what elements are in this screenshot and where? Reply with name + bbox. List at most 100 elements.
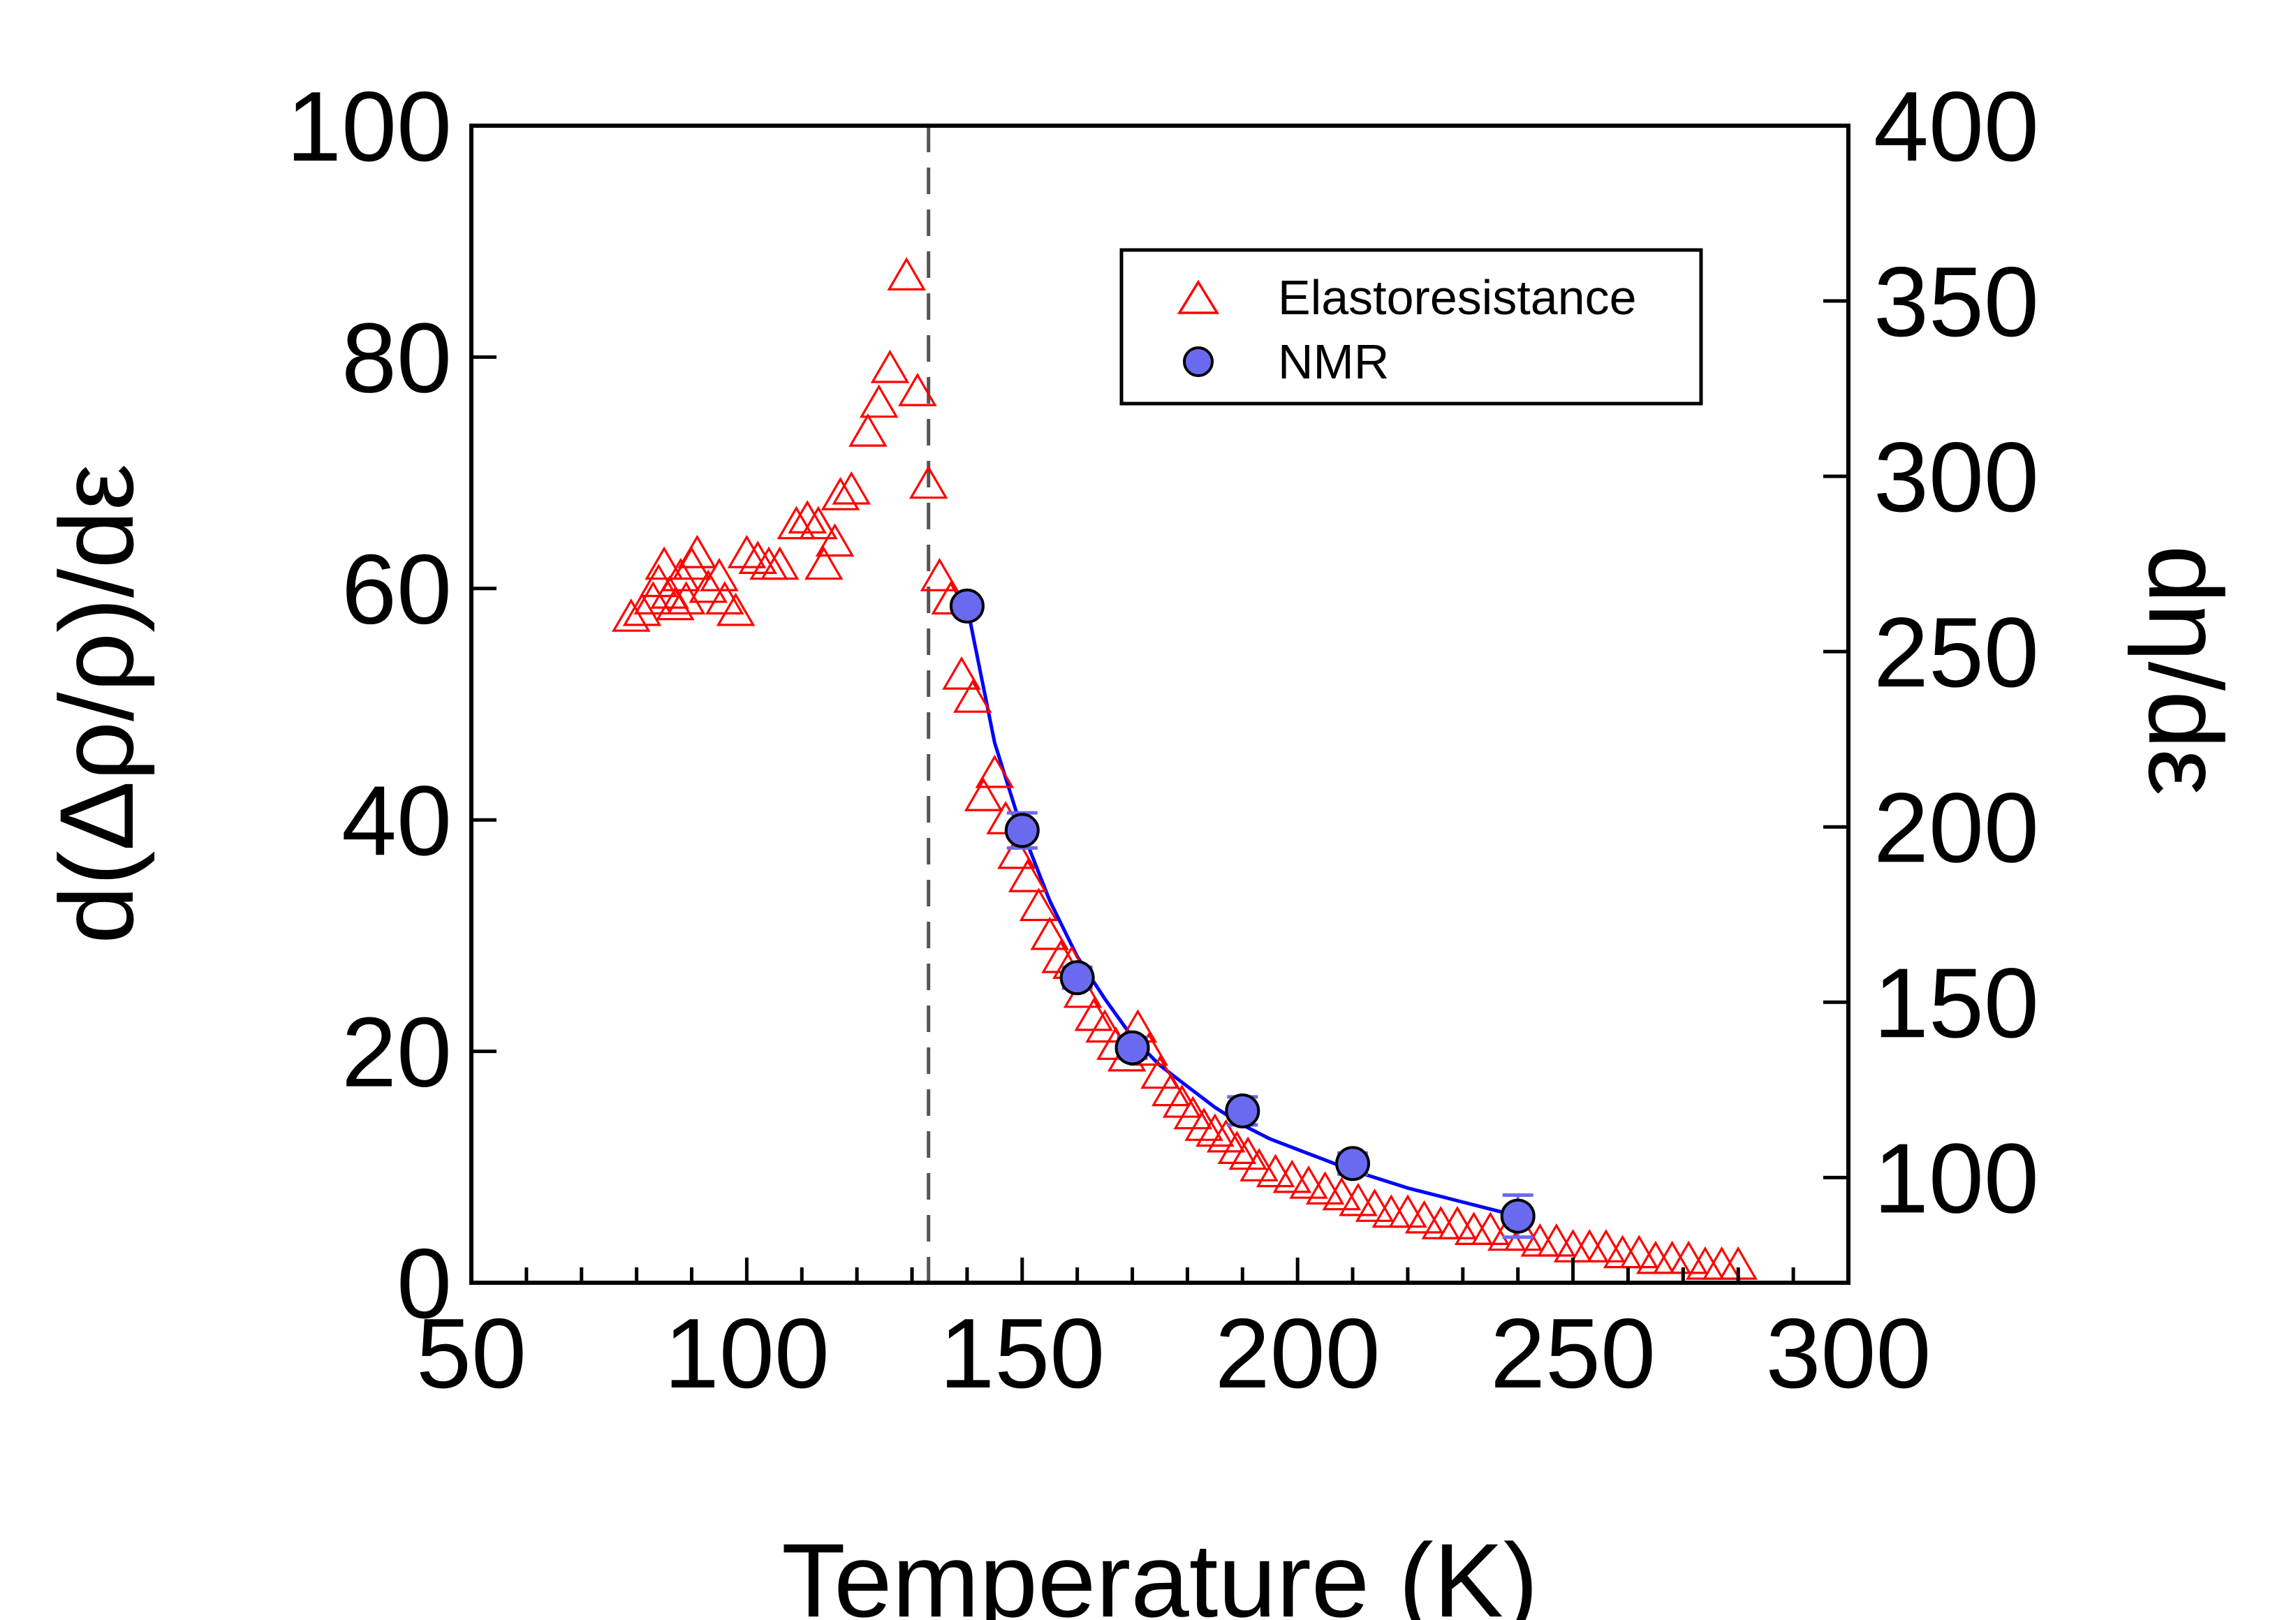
elastoresistance-point [1030,916,1069,950]
elastoresistance-point [1008,858,1047,892]
elastoresistance-point [666,581,706,615]
ticks-layer [469,124,1850,1285]
elastoresistance-point [777,506,816,540]
elastoresistance-series [612,257,1758,1280]
x-tick-label: 100 [664,1298,830,1409]
x-axis-title: Temperature (K) [781,1522,1538,1620]
elastoresistance-point [804,546,844,580]
x-tick-label: 50 [416,1298,527,1409]
elastoresistance-point [1339,1182,1378,1216]
elastoresistance-point [677,534,717,568]
elastoresistance-point [1305,1171,1345,1205]
plot-area-group [469,124,1850,1285]
elastoresistance-point [1702,1246,1742,1280]
elastoresistance-point [1140,1055,1179,1089]
elastoresistance-point [832,471,871,505]
y-axis-right-title: dη/dε [2127,545,2244,796]
y-left-tick-label: 100 [286,71,452,182]
nmr-point [1500,1198,1536,1234]
elastoresistance-point [727,534,767,568]
elastoresistance-point [997,835,1036,869]
y-left-tick-label: 80 [341,302,452,413]
elastoresistance-point [689,569,728,603]
elastoresistance-point [1184,1107,1223,1141]
elastoresistance-point [1041,939,1080,973]
elastoresistance-point [1570,1229,1610,1262]
elastoresistance-point [1454,1212,1494,1246]
elastoresistance-point [1239,1148,1279,1181]
elastoresistance-point [700,558,739,591]
elastoresistance-point [1272,1159,1312,1193]
y-left-tick-label: 20 [341,997,452,1108]
nmr-series [949,588,1536,1239]
legend-label-elastoresistance: Elastoresistance [1278,270,1637,325]
elastoresistance-point [859,384,899,418]
elastoresistance-point [1537,1223,1576,1257]
y-left-tick-label: 40 [341,765,452,876]
elastoresistance-point [788,500,827,534]
elastoresistance-point [1355,1188,1394,1222]
tick-labels-layer: 50 100 150 200 250 300 0 20 40 60 80 100 100 150 200 25… [286,71,2039,1409]
elastoresistance-point [964,777,1003,811]
elastoresistance-point [1404,1200,1444,1234]
elastoresistance-point [1322,1177,1362,1211]
legend-label-nmr: NMR [1278,334,1389,389]
elastoresistance-point [1371,1194,1411,1228]
elastoresistance-point [1256,1154,1295,1188]
y-right-tick-label: 300 [1874,422,2039,533]
elastoresistance-point [1669,1240,1708,1274]
y-left-tick-label: 60 [341,534,452,645]
elastoresistance-point [633,581,673,615]
elastoresistance-point [975,754,1015,788]
elastoresistance-point [1195,1113,1235,1147]
x-tick-label: 200 [1215,1298,1381,1409]
nmr-point [1225,1093,1260,1128]
plot-frame [469,124,1850,1285]
elastoresistance-point [656,587,695,621]
legend-box [1119,248,1703,406]
fit-layer [965,605,1519,1218]
elastoresistance-point [870,349,910,383]
x-tick-label: 300 [1766,1298,1931,1409]
elastoresistance-point [799,506,838,540]
legend-circle-marker [1183,346,1214,377]
x-tick-label: 150 [939,1298,1105,1409]
y-right-tick-label: 350 [1874,246,2039,358]
elastoresistance-point [815,523,855,557]
elastoresistance-point [820,477,860,510]
y-right-tick-label: 250 [1874,597,2039,708]
nmr-point [1004,813,1040,848]
nmr-point [949,588,985,624]
elastoresistance-point [1388,1194,1427,1228]
elastoresistance-point [908,465,948,499]
elastoresistance-point [1085,1009,1124,1043]
elastoresistance-point [716,592,756,626]
nmr-point [1114,1030,1150,1066]
elastoresistance-point [1019,888,1059,922]
y-right-tick-label: 100 [1874,1123,2039,1234]
y-axis-left-title: d(Δρ/ρ)/dε [38,464,155,944]
elastoresistance-point [1289,1165,1328,1199]
elastoresistance-point [1587,1229,1626,1262]
elastoresistance-point [1471,1212,1510,1246]
legend-triangle-marker [1177,279,1220,314]
elastoresistance-point [622,592,662,626]
elastoresistance-point [1686,1246,1725,1280]
elastoresistance-point [1619,1235,1659,1269]
elastoresistance-point [1217,1131,1257,1165]
nmr-point [1059,960,1095,996]
x-tick-label: 250 [1490,1298,1656,1409]
elastoresistance-point [612,598,651,632]
elastoresistance-point [898,372,937,406]
nmr-fit-curve [965,605,1519,1218]
elastoresistance-point [942,656,981,690]
y-right-tick-label: 200 [1874,772,2039,883]
elastoresistance-point [1603,1235,1642,1269]
y-right-tick-label: 400 [1874,71,2039,182]
elastoresistance-point [760,546,800,580]
elastoresistance-point [848,413,888,447]
y-left-tick-label: 0 [397,1228,452,1339]
elastoresistance-point [1421,1206,1461,1239]
nmr-point [1335,1146,1371,1181]
elastoresistance-point [645,546,684,580]
